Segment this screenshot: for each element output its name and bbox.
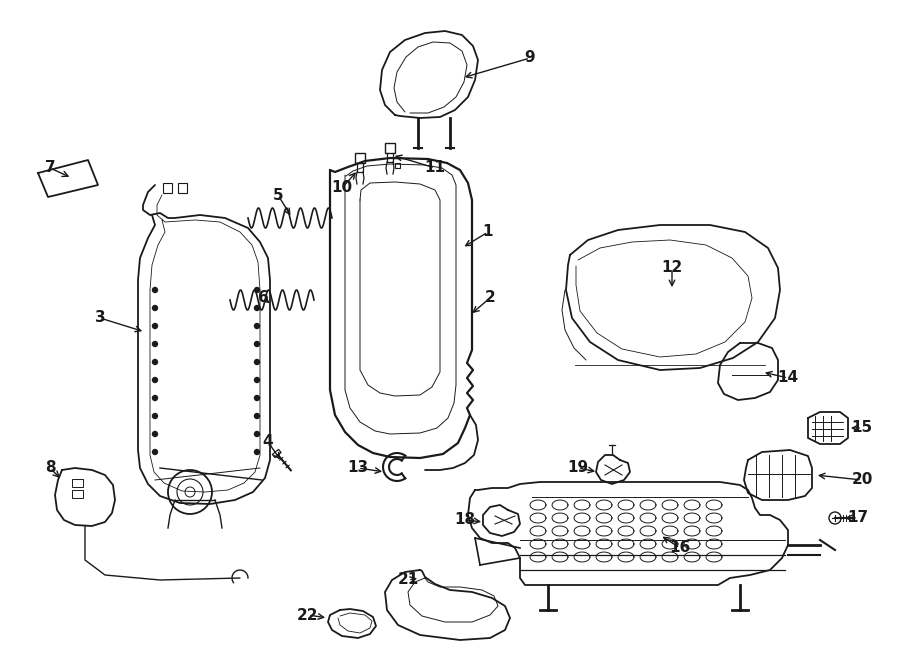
Text: 14: 14 <box>778 371 798 385</box>
Text: 11: 11 <box>425 161 446 176</box>
Text: 12: 12 <box>662 260 682 276</box>
Circle shape <box>152 414 158 418</box>
Circle shape <box>255 305 259 311</box>
Text: 21: 21 <box>398 572 418 588</box>
Text: 4: 4 <box>263 434 274 449</box>
Circle shape <box>152 323 158 329</box>
Circle shape <box>152 395 158 401</box>
Circle shape <box>255 360 259 364</box>
Text: 8: 8 <box>45 461 55 475</box>
Text: 9: 9 <box>525 50 535 65</box>
Text: 3: 3 <box>94 311 105 325</box>
Text: 16: 16 <box>670 541 690 555</box>
Text: 19: 19 <box>567 461 589 475</box>
Circle shape <box>152 360 158 364</box>
Circle shape <box>255 432 259 436</box>
Text: 17: 17 <box>848 510 868 525</box>
Text: 15: 15 <box>851 420 873 436</box>
Circle shape <box>255 288 259 293</box>
Text: 7: 7 <box>45 161 55 176</box>
Circle shape <box>152 288 158 293</box>
Circle shape <box>255 414 259 418</box>
Circle shape <box>152 449 158 455</box>
Text: 1: 1 <box>482 225 493 239</box>
Text: 5: 5 <box>273 188 284 202</box>
Text: 10: 10 <box>331 180 353 196</box>
Text: 6: 6 <box>257 290 268 305</box>
Circle shape <box>152 342 158 346</box>
Circle shape <box>152 432 158 436</box>
Circle shape <box>255 449 259 455</box>
Text: 20: 20 <box>851 473 873 488</box>
Text: 13: 13 <box>347 461 369 475</box>
Text: 2: 2 <box>484 290 495 305</box>
Circle shape <box>255 323 259 329</box>
Circle shape <box>255 342 259 346</box>
Circle shape <box>255 395 259 401</box>
Circle shape <box>152 305 158 311</box>
Text: 18: 18 <box>454 512 475 527</box>
Circle shape <box>152 377 158 383</box>
Text: 22: 22 <box>297 607 319 623</box>
Circle shape <box>255 377 259 383</box>
